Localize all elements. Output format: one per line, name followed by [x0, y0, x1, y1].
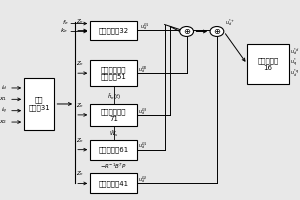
Text: 自构造神经网
络控制匶51: 自构造神经网 络控制匶51 [101, 66, 127, 80]
Text: $Z_n$: $Z_n$ [76, 136, 85, 145]
Bar [90, 140, 137, 160]
Text: $-R^{-1}B^T P$: $-R^{-1}B^T P$ [100, 162, 127, 171]
Text: $u_d^{*+}$: $u_d^{*+}$ [225, 17, 236, 28]
Text: 自适应控制器
71: 自适应控制器 71 [101, 108, 126, 122]
Text: 最优控制匶41: 最优控制匶41 [99, 180, 129, 187]
Bar [90, 21, 137, 40]
Text: 鲁棒控制匶61: 鲁棒控制匶61 [98, 146, 129, 153]
Text: $Z_n$: $Z_n$ [76, 170, 85, 178]
Text: $k_e$: $k_e$ [60, 26, 68, 35]
Text: 驱动电机系
16: 驱动电机系 16 [257, 57, 278, 71]
Circle shape [180, 27, 194, 36]
Text: $Z_n$: $Z_n$ [76, 101, 85, 110]
Text: $u_d^{G1}$: $u_d^{G1}$ [138, 141, 148, 151]
Text: $f_e$: $f_e$ [61, 18, 68, 27]
Bar [90, 104, 137, 126]
Text: $u_d^{G2}$: $u_d^{G2}$ [138, 174, 148, 185]
Text: $x_1$: $x_1$ [0, 95, 8, 103]
Text: $u_d^{G3}$: $u_d^{G3}$ [138, 106, 148, 117]
Text: $x_2$: $x_2$ [0, 118, 8, 126]
Text: $i_q$: $i_q$ [1, 106, 8, 116]
Text: $Z_n$: $Z_n$ [76, 17, 85, 26]
Bar [247, 44, 289, 84]
Text: $u_d^{*d}$: $u_d^{*d}$ [290, 46, 299, 57]
Text: $u_q^{*}$: $u_q^{*}$ [290, 57, 297, 69]
Text: 反步控制匶32: 反步控制匶32 [99, 27, 129, 34]
Text: $\oplus$: $\oplus$ [213, 27, 221, 36]
Text: $\oplus$: $\oplus$ [182, 27, 191, 36]
Bar [90, 173, 137, 193]
Text: $u_d^{G0}$: $u_d^{G0}$ [138, 64, 148, 75]
Text: $\hat{W}_s$: $\hat{W}_s$ [109, 128, 118, 139]
Bar [90, 60, 137, 86]
Text: $u_d^{G1}$: $u_d^{G1}$ [140, 21, 150, 32]
Bar [24, 78, 55, 130]
Text: 误差
观测匶31: 误差 观测匶31 [28, 97, 50, 111]
Text: $\hat{h}_n(t)$: $\hat{h}_n(t)$ [106, 91, 121, 102]
Text: $Z_n$: $Z_n$ [76, 59, 85, 68]
Text: $u_d^{*q}$: $u_d^{*q}$ [290, 68, 299, 79]
Circle shape [210, 27, 224, 36]
Text: $i_d$: $i_d$ [1, 84, 8, 92]
